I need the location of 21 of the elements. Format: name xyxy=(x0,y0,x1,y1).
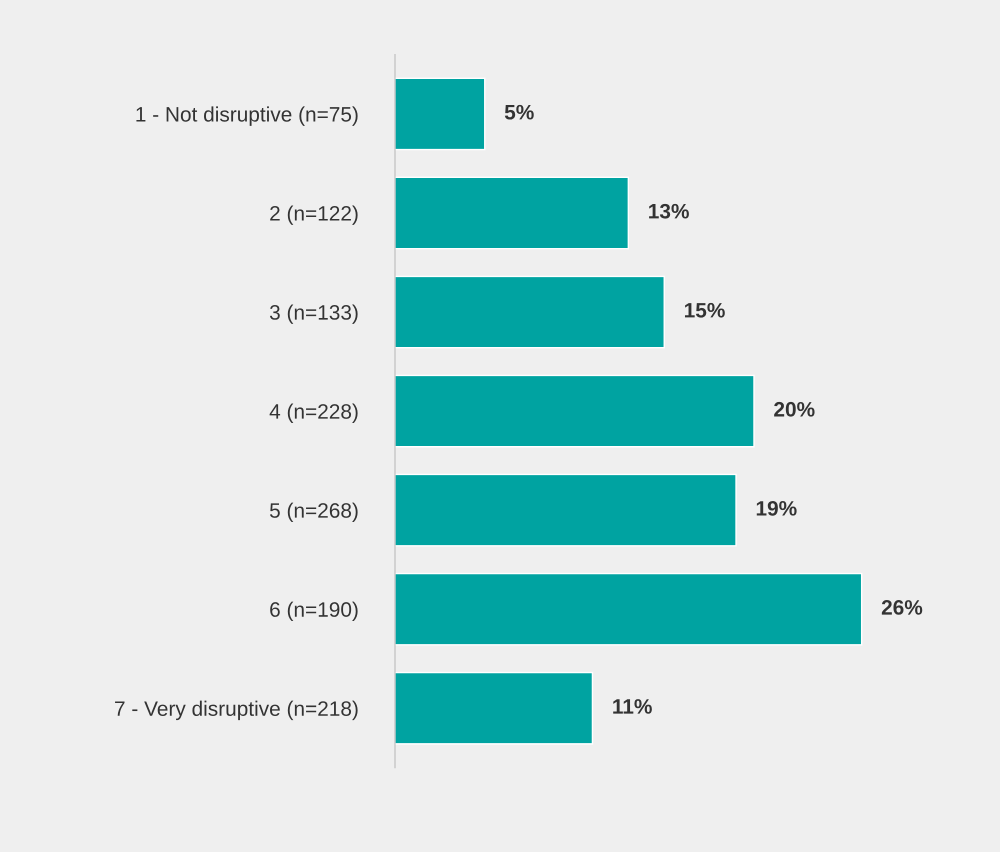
data-label: 20% xyxy=(774,402,815,417)
y-tick-label: 7 - Very disruptive (n=218) xyxy=(115,700,358,720)
data-label: 13% xyxy=(649,204,689,219)
data-label: 11% xyxy=(613,699,652,714)
y-tick-label: 4 (n=228) xyxy=(270,404,358,423)
data-label: 15% xyxy=(684,302,725,318)
bar xyxy=(395,572,862,646)
y-tick-label: 2 (n=122) xyxy=(270,205,358,225)
data-label: 5% xyxy=(504,104,534,120)
data-label: 26% xyxy=(882,600,922,615)
y-tick-label: 1 - Not disruptive (n=75) xyxy=(136,106,358,126)
y-tick-label: 5 (n=268) xyxy=(270,502,358,522)
bar xyxy=(395,672,594,745)
bar xyxy=(395,374,755,448)
y-tick-label: 3 (n=133) xyxy=(270,304,358,324)
bar xyxy=(395,276,665,348)
bar xyxy=(395,78,486,150)
bar xyxy=(395,176,630,250)
bar xyxy=(395,474,737,546)
data-label: 19% xyxy=(756,500,797,516)
y-tick-label: 6 (n=190) xyxy=(270,602,358,622)
